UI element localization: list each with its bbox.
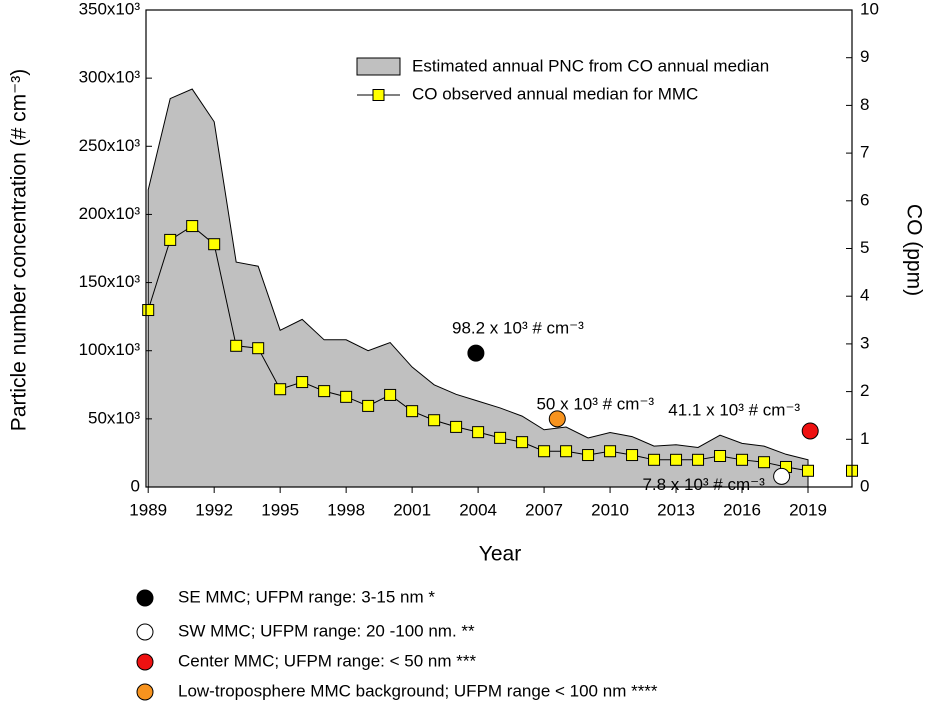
marker bbox=[802, 464, 815, 477]
marker bbox=[714, 449, 727, 462]
point bbox=[801, 422, 819, 440]
legend-marker bbox=[136, 589, 154, 607]
x-tick-label: 2016 bbox=[723, 500, 761, 519]
y-tick-label: 350x10³ bbox=[79, 0, 141, 18]
legend-marker bbox=[136, 653, 154, 671]
marker bbox=[604, 445, 617, 458]
y2-tick-label: 10 bbox=[860, 0, 879, 18]
marker bbox=[472, 426, 485, 439]
y2-tick-label: 3 bbox=[860, 333, 869, 352]
y2-tick-label: 7 bbox=[860, 143, 869, 162]
y-axis-title: Particle number concentration (# cm⁻³) bbox=[8, 69, 31, 431]
x-tick-label: 2001 bbox=[393, 500, 431, 519]
marker bbox=[384, 388, 397, 401]
marker bbox=[538, 445, 551, 458]
y-tick-label: 300x10³ bbox=[79, 68, 141, 87]
legend-label: Center MMC; UFPM range: < 50 nm *** bbox=[178, 651, 476, 670]
x-tick-label: 1995 bbox=[261, 500, 299, 519]
point bbox=[548, 410, 566, 428]
marker bbox=[406, 405, 419, 418]
marker bbox=[230, 339, 243, 352]
marker bbox=[516, 436, 529, 449]
legend-label: SW MMC; UFPM range: 20 -100 nm. ** bbox=[178, 621, 475, 640]
y2-tick-label: 2 bbox=[860, 381, 869, 400]
marker bbox=[428, 414, 441, 427]
marker bbox=[252, 342, 265, 355]
y2-tick-label: 9 bbox=[860, 47, 869, 66]
y-tick-label: 50x10³ bbox=[88, 408, 140, 427]
y-tick-label: 250x10³ bbox=[79, 136, 141, 155]
marker bbox=[164, 233, 177, 246]
marker bbox=[186, 220, 199, 233]
y2-tick-label: 1 bbox=[860, 429, 869, 448]
x-axis-title: Year bbox=[479, 543, 521, 566]
marker bbox=[736, 453, 749, 466]
marker bbox=[582, 449, 595, 462]
point-annotation: 50 x 10³ # cm⁻³ bbox=[536, 394, 654, 413]
x-tick-label: 1992 bbox=[195, 500, 233, 519]
legend-label: SE MMC; UFPM range: 3-15 nm * bbox=[178, 587, 435, 606]
legend-label: Estimated annual PNC from CO annual medi… bbox=[412, 56, 769, 75]
x-tick-label: 1989 bbox=[129, 500, 167, 519]
x-tick-label: 1998 bbox=[327, 500, 365, 519]
y2-tick-label: 4 bbox=[860, 286, 869, 305]
y-tick-label: 200x10³ bbox=[79, 204, 141, 223]
marker bbox=[758, 456, 771, 469]
y-tick-label: 100x10³ bbox=[79, 340, 141, 359]
legend-label: CO observed annual median for MMC bbox=[412, 84, 698, 103]
point-annotation: 98.2 x 10³ # cm⁻³ bbox=[452, 319, 584, 338]
marker bbox=[692, 453, 705, 466]
marker bbox=[296, 376, 309, 389]
marker bbox=[670, 453, 683, 466]
marker bbox=[626, 449, 639, 462]
legend-marker bbox=[136, 683, 154, 701]
point-annotation: 41.1 x 10³ # cm⁻³ bbox=[668, 400, 800, 419]
y2-tick-label: 0 bbox=[860, 476, 869, 495]
y-tick-label: 0 bbox=[131, 476, 140, 495]
legend-marker bbox=[136, 623, 154, 641]
area bbox=[147, 88, 809, 488]
point bbox=[773, 467, 791, 485]
legend-marker bbox=[372, 89, 385, 101]
marker bbox=[318, 385, 331, 398]
marker bbox=[340, 390, 353, 403]
marker bbox=[450, 420, 463, 433]
legend-label: Low-troposphere MMC background; UFPM ran… bbox=[178, 681, 658, 700]
x-tick-label: 2013 bbox=[657, 500, 695, 519]
marker bbox=[494, 431, 507, 444]
x-tick-label: 2019 bbox=[789, 500, 827, 519]
x-tick-label: 2007 bbox=[525, 500, 563, 519]
legend-swatch bbox=[356, 57, 401, 76]
marker bbox=[648, 453, 661, 466]
point bbox=[467, 344, 485, 362]
marker bbox=[362, 399, 375, 412]
marker bbox=[208, 238, 221, 251]
y2-axis-title: CO (ppm) bbox=[902, 204, 925, 296]
y2-tick-label: 5 bbox=[860, 238, 869, 257]
x-tick-label: 2004 bbox=[459, 500, 497, 519]
y2-tick-label: 8 bbox=[860, 95, 869, 114]
x-tick-label: 2010 bbox=[591, 500, 629, 519]
y-tick-label: 150x10³ bbox=[79, 272, 141, 291]
point-annotation: 7.8 x 10³ # cm⁻³ bbox=[642, 475, 765, 494]
y2-tick-label: 6 bbox=[860, 190, 869, 209]
marker bbox=[560, 445, 573, 458]
marker bbox=[274, 383, 287, 396]
marker bbox=[142, 304, 155, 317]
